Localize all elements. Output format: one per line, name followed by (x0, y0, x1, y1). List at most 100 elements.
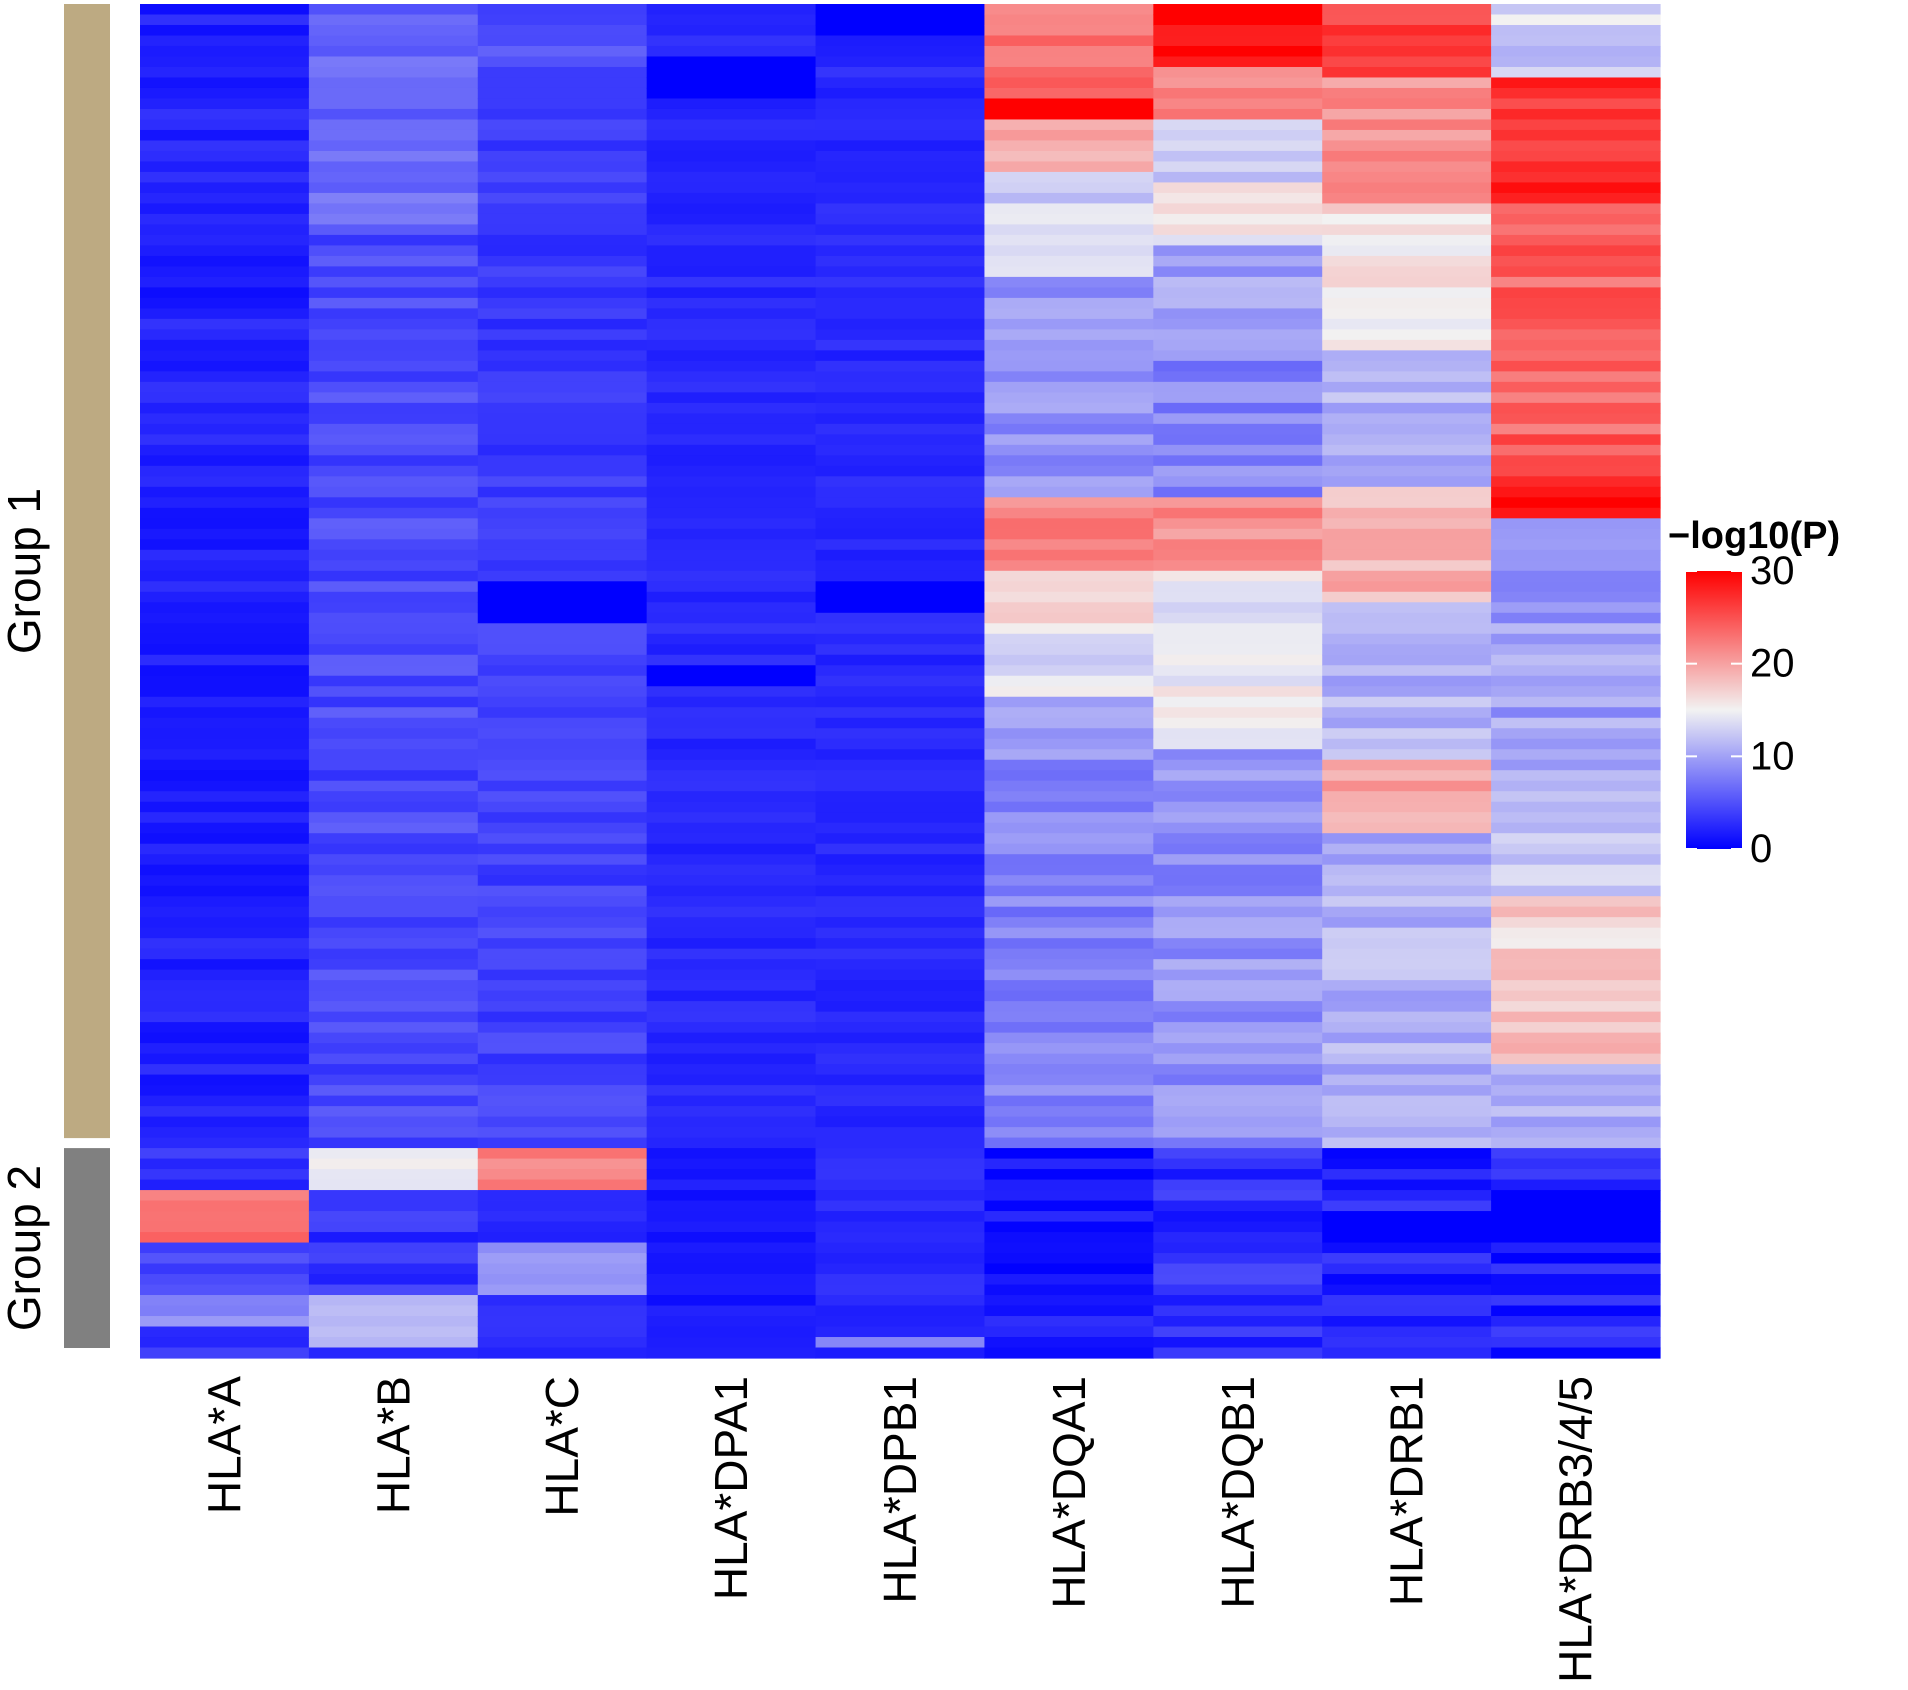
heatmap-cell (477, 875, 648, 887)
heatmap-cell (984, 581, 1154, 593)
heatmap-cell (646, 161, 817, 173)
heatmap-cell (1322, 927, 1492, 939)
heatmap-cell (140, 507, 310, 519)
heatmap-cell (815, 959, 986, 971)
heatmap-cell (1491, 402, 1661, 414)
row-group-bar (64, 1148, 110, 1348)
heatmap-cell (1153, 276, 1323, 288)
heatmap-cell (1153, 1221, 1323, 1233)
heatmap-cell (646, 1043, 817, 1055)
heatmap-cell (308, 1253, 479, 1265)
heatmap-cell (815, 4, 986, 16)
heatmap-cell (984, 602, 1154, 614)
heatmap-cell (477, 171, 648, 184)
heatmap-cell (477, 570, 648, 582)
heatmap-cell (646, 1274, 817, 1286)
heatmap-cell (815, 728, 986, 740)
heatmap-cell (815, 759, 986, 771)
heatmap-cell (1153, 1148, 1323, 1160)
heatmap-cell (140, 791, 310, 803)
heatmap-cell (815, 465, 986, 477)
heatmap-cell (1322, 1043, 1492, 1055)
heatmap-cell (646, 1127, 817, 1139)
heatmap-cell (984, 150, 1154, 163)
heatmap-cell (1322, 896, 1492, 908)
heatmap-cell (984, 203, 1154, 215)
heatmap-cell (815, 780, 986, 792)
heatmap-cell (1322, 507, 1492, 519)
heatmap-cell (646, 192, 817, 205)
heatmap-cell (1491, 665, 1661, 677)
heatmap-cell (1322, 1200, 1492, 1212)
heatmap-cell (477, 213, 648, 226)
heatmap-cell (984, 812, 1154, 824)
heatmap-cell (477, 129, 648, 142)
heatmap-cell (1322, 1305, 1492, 1317)
heatmap-cell (308, 1316, 479, 1328)
heatmap-cell (1491, 980, 1661, 992)
heatmap-cell (1322, 738, 1492, 750)
heatmap-cell (984, 822, 1154, 834)
heatmap-cell (140, 255, 310, 268)
heatmap-cell (1153, 266, 1323, 278)
heatmap-cell (1491, 843, 1661, 855)
heatmap-cell (308, 1200, 479, 1212)
heatmap-cell (1322, 150, 1492, 163)
heatmap-cell (1322, 360, 1492, 372)
heatmap-cell (646, 1305, 817, 1317)
heatmap-cell (308, 623, 479, 635)
heatmap-cell (1153, 1232, 1323, 1244)
heatmap-cell (308, 980, 479, 992)
heatmap-cell (140, 1116, 310, 1128)
heatmap-cell (477, 864, 648, 876)
heatmap-cell (1491, 539, 1661, 551)
heatmap-cell (1322, 297, 1492, 309)
heatmap-cell (1322, 1106, 1492, 1118)
heatmap-cell (477, 822, 648, 834)
heatmap-cell (308, 1043, 479, 1055)
heatmap-cell (308, 749, 479, 761)
heatmap-cell (477, 192, 648, 205)
column-label: HLA*DQA1 (1043, 1376, 1095, 1609)
heatmap-cell (984, 591, 1154, 603)
heatmap-cell (140, 56, 310, 68)
heatmap-cell (815, 707, 986, 719)
heatmap-cell (477, 234, 648, 247)
heatmap-cell (477, 318, 648, 330)
heatmap-cell (477, 45, 648, 58)
heatmap-cell (1491, 833, 1661, 845)
heatmap-cell (1153, 969, 1323, 981)
heatmap-cell (308, 1190, 479, 1202)
heatmap-cell (477, 539, 648, 551)
heatmap-cell (815, 444, 986, 456)
heatmap-cell (140, 749, 310, 761)
heatmap-cell (646, 297, 817, 309)
heatmap-cell (1491, 1158, 1661, 1170)
heatmap-cell (984, 864, 1154, 876)
heatmap-cell (477, 1295, 648, 1307)
heatmap-cell (815, 633, 986, 645)
heatmap-cell (1322, 66, 1492, 79)
heatmap-cell (477, 161, 648, 173)
heatmap-cell (1322, 1242, 1492, 1254)
heatmap-cell (308, 896, 479, 908)
heatmap-cell (1491, 1085, 1661, 1097)
heatmap-cell (646, 623, 817, 635)
heatmap-cell (1322, 350, 1492, 362)
heatmap-cell (984, 1211, 1154, 1223)
heatmap-cell (984, 539, 1154, 551)
heatmap-cell (477, 843, 648, 855)
heatmap-cell (1491, 66, 1661, 79)
heatmap-cell (308, 833, 479, 845)
heatmap-cell (140, 1211, 310, 1223)
heatmap-cell (984, 276, 1154, 288)
colorbar-tick-label: 10 (1750, 734, 1795, 778)
heatmap-cell (815, 129, 986, 142)
heatmap-cell (308, 1074, 479, 1086)
heatmap-cell (1153, 423, 1323, 435)
heatmap-cell (477, 1337, 648, 1349)
heatmap-cell (984, 1221, 1154, 1233)
heatmap-cell (815, 434, 986, 446)
heatmap-cell (308, 308, 479, 320)
heatmap-cell (984, 171, 1154, 184)
